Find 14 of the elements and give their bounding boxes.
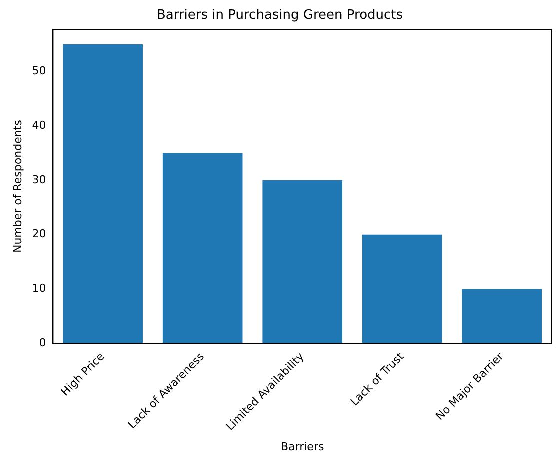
y-tick-label: 30 [32,173,46,186]
y-tick-label: 40 [32,118,46,132]
bar [162,153,243,344]
bar [262,180,343,344]
chart-title: Barriers in Purchasing Green Products [156,8,404,24]
bar [362,234,442,344]
x-axis-title: Barriers [280,440,324,454]
y-tick-label: 20 [32,228,46,241]
y-tick-label: 10 [32,282,46,296]
y-tick-label: 50 [32,64,46,78]
y-tick-label: 0 [39,336,46,350]
bar [63,44,143,344]
bar [462,289,542,344]
y-axis-title: Number of Respondents [11,120,24,254]
